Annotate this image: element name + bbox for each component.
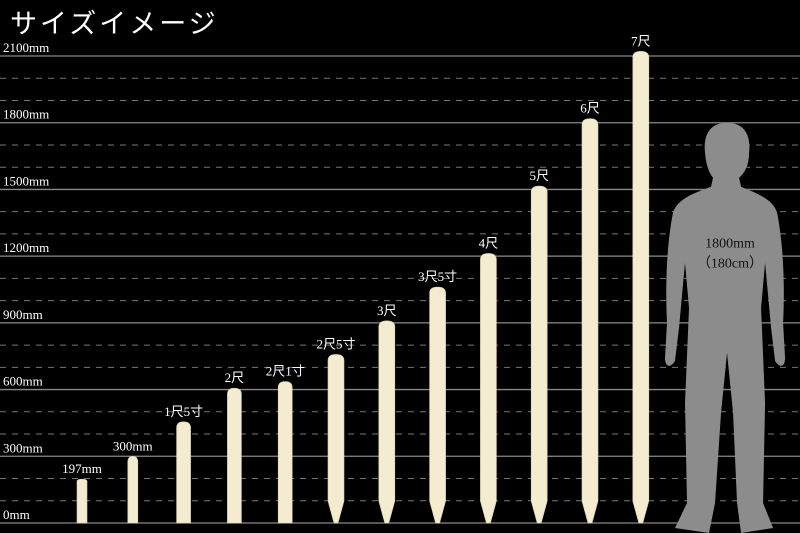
person-shape [665,122,786,533]
bar-label: 300mm [113,438,153,453]
stake-bar-9 [530,185,548,524]
y-tick-label: 1200mm [3,240,49,255]
stake-bar-11 [632,51,650,524]
y-tick-label: 900mm [3,307,43,322]
y-tick-label: 2100mm [3,40,49,55]
bar-label: 3尺 [377,303,397,318]
bar-label: 5尺 [529,168,549,183]
stake-bar-2 [176,421,191,524]
bar-label: 7尺 [631,33,651,48]
person-silhouette [665,122,786,533]
y-tick-label: 300mm [3,440,43,455]
page-title: サイズイメージ [10,9,219,40]
bar-label: 2尺 [225,370,245,385]
stake-bar-1 [127,455,139,524]
bar-label: 4尺 [479,235,499,250]
stake-bar-3 [227,387,242,524]
y-tick-label: 0mm [3,507,30,522]
bar-label: 1尺5寸 [164,404,203,419]
bar-label: 2尺1寸 [266,364,305,379]
stake-bar-8 [480,253,497,524]
reference-label-cm: （180cm） [697,256,763,272]
stake-bar-5 [327,354,345,524]
stake-bar-10 [581,118,599,524]
stake-bar-0 [76,478,88,524]
bar-label: 197mm [62,461,102,476]
bar-label: 6尺 [580,101,600,116]
bar-label: 2尺5寸 [316,336,355,351]
y-tick-label: 1800mm [3,107,49,122]
stake-bar-7 [429,286,446,524]
bar-label: 3尺5寸 [418,269,457,284]
reference-label: 1800mm [705,237,755,252]
y-tick-label: 600mm [3,374,43,389]
stake-bar-6 [378,320,396,524]
stake-bar-4 [277,381,293,524]
y-tick-label: 1500mm [3,173,49,188]
